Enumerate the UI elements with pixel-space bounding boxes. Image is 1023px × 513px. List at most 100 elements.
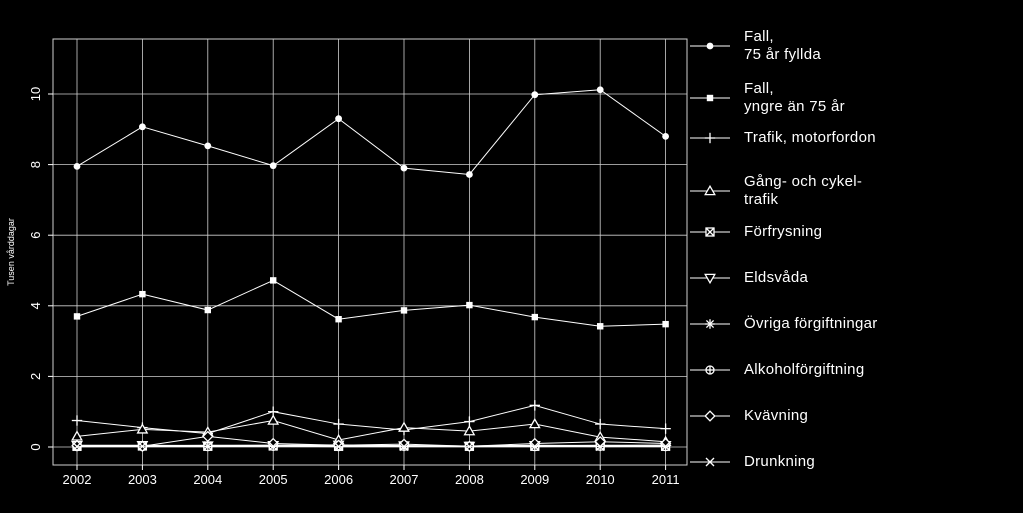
data-point <box>466 171 473 178</box>
data-point <box>204 142 212 150</box>
x-tick-label: 2003 <box>128 472 157 487</box>
data-point <box>531 91 539 99</box>
legend-item: Fall, yngre än 75 år <box>690 80 845 116</box>
data-point <box>71 415 83 426</box>
legend-symbol <box>690 42 730 50</box>
legend-item: Eldsvåda <box>690 269 808 287</box>
legend-symbol <box>690 365 730 375</box>
legend-label: Eldsvåda <box>744 269 809 286</box>
data-point <box>466 301 473 309</box>
data-point <box>528 417 541 429</box>
legend-symbol <box>690 132 730 144</box>
x-tick-label: 2010 <box>586 472 615 487</box>
legend-label: Drunkning <box>744 453 816 470</box>
data-point <box>662 132 669 140</box>
data-point <box>464 442 474 452</box>
data-point <box>203 441 213 451</box>
x-tick-label: 2005 <box>259 472 288 487</box>
data-point <box>335 316 342 323</box>
data-point <box>334 442 344 452</box>
axes: 2002 2003 2004 2005 2006 2007 2008 2009 2010 2011… <box>28 87 680 487</box>
data-point <box>73 162 81 170</box>
legend-symbol <box>690 184 730 196</box>
legend-symbol <box>690 457 730 467</box>
legend-symbol <box>690 410 730 422</box>
data-point <box>333 418 344 430</box>
y-tick-label: 10 <box>28 87 43 101</box>
y-tick-label: 6 <box>28 232 43 239</box>
legend-label: Gång- och cykel- trafik <box>744 173 863 208</box>
legend-item: Alkoholförgiftning <box>690 361 864 379</box>
x-tick-label: 2007 <box>390 472 419 487</box>
y-axis-label: Tusen vårddagar <box>6 218 16 286</box>
legend-label: Fall, 75 år fyllda <box>744 28 821 63</box>
data-point <box>335 115 342 123</box>
data-point <box>400 164 408 172</box>
legend-item: Fall, 75 år fyllda <box>690 28 821 64</box>
data-point <box>662 320 669 328</box>
legend-item: Övriga förgiftningar <box>690 315 878 333</box>
x-tick-label: 2006 <box>324 472 353 487</box>
legend-item: Kvävning <box>690 407 808 425</box>
data-point <box>660 423 671 434</box>
data-point <box>139 123 146 131</box>
data-point <box>661 441 671 451</box>
data-point <box>72 442 82 452</box>
legend-symbol <box>690 319 730 329</box>
x-tick-label: 2002 <box>63 472 92 487</box>
legend-symbol <box>690 227 730 237</box>
data-point <box>463 425 476 436</box>
data-point <box>268 441 278 451</box>
legend-label: Kvävning <box>744 407 809 424</box>
series-line <box>76 404 666 435</box>
data-point <box>399 442 409 452</box>
legend-symbol <box>690 273 730 285</box>
data-point <box>139 290 146 298</box>
series-line <box>76 435 666 447</box>
series-9 <box>71 430 672 453</box>
legend-label: Fall, yngre än 75 år <box>744 80 845 115</box>
legend-item: Drunkning <box>690 453 815 471</box>
data-point <box>267 414 280 425</box>
data-point <box>136 423 149 434</box>
legend-label: Övriga förgiftningar <box>744 315 878 332</box>
series-line <box>76 279 666 327</box>
legend-item: Gång- och cykel- trafik <box>690 173 862 209</box>
series-1 <box>73 86 669 178</box>
data-point <box>73 313 81 320</box>
legend-item: Trafik, motorfordon <box>690 129 876 147</box>
legend-label: Förfrysning <box>744 223 823 240</box>
data-point <box>400 307 408 314</box>
data-point <box>595 442 605 452</box>
legend-label: Alkoholförgiftning <box>744 361 865 378</box>
y-tick-label: 0 <box>28 443 43 450</box>
data-point <box>530 441 540 451</box>
data-point <box>597 323 604 330</box>
legend-item: Förfrysning <box>690 223 822 241</box>
data-point <box>531 313 538 321</box>
series-10 <box>72 441 671 452</box>
y-tick-label: 4 <box>28 302 43 309</box>
legend-label: Trafik, motorfordon <box>744 129 876 146</box>
data-point <box>529 400 540 411</box>
legend-symbol <box>690 94 730 102</box>
series-2 <box>73 277 669 330</box>
data-point <box>202 430 214 443</box>
data-point <box>595 418 606 430</box>
series-line <box>76 444 666 447</box>
series-lines <box>71 86 672 453</box>
data-point <box>596 86 604 94</box>
line-chart: 2002 2003 2004 2005 2006 2007 2008 2009 2010 2011… <box>6 38 688 487</box>
grid-lines <box>53 39 687 465</box>
series-line <box>76 89 666 176</box>
y-tick-label: 8 <box>28 161 43 168</box>
plot-frame <box>52 38 688 466</box>
data-point <box>137 441 147 451</box>
x-tick-label: 2008 <box>455 472 484 487</box>
x-tick-label: 2004 <box>193 472 222 487</box>
data-point <box>204 306 211 314</box>
data-point <box>269 162 277 170</box>
y-tick-label: 2 <box>28 373 43 380</box>
series-4 <box>71 414 672 446</box>
data-point <box>398 421 410 432</box>
